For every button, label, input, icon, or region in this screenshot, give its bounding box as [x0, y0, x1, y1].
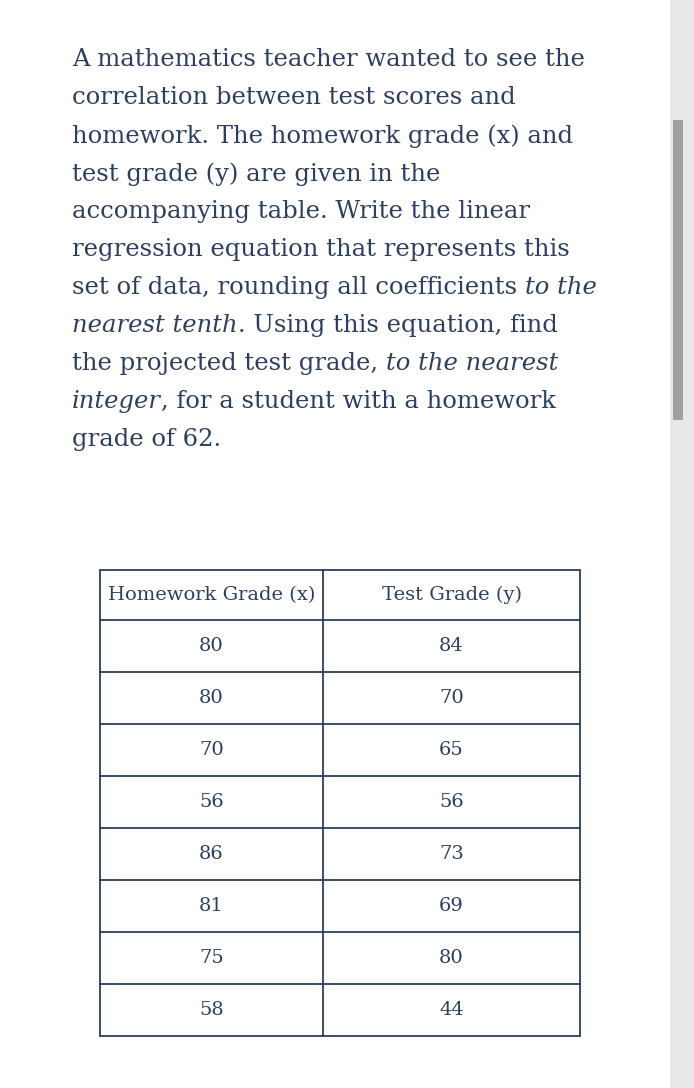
Text: . Using this equation, find: . Using this equation, find [237, 314, 557, 337]
Text: to the: to the [525, 276, 597, 299]
Text: 80: 80 [199, 636, 224, 655]
Text: homework. The homework grade (x) and: homework. The homework grade (x) and [72, 124, 573, 148]
Text: regression equation that represents this: regression equation that represents this [72, 238, 570, 261]
Text: test grade (y) are given in the: test grade (y) are given in the [72, 162, 441, 186]
Text: grade of 62.: grade of 62. [72, 428, 221, 452]
Bar [673, 120, 683, 420]
Text: 81: 81 [199, 897, 224, 915]
Text: 80: 80 [439, 949, 464, 967]
Text: nearest tenth: nearest tenth [72, 314, 237, 337]
Text: A mathematics teacher wanted to see the: A mathematics teacher wanted to see the [72, 48, 585, 71]
Text: , for a student with a homework: , for a student with a homework [161, 390, 556, 413]
Text: 70: 70 [439, 689, 464, 707]
Text: Homework Grade (x): Homework Grade (x) [108, 586, 315, 604]
Text: 65: 65 [439, 741, 464, 759]
Text: 73: 73 [439, 845, 464, 863]
Bar [672, 0, 694, 1088]
Text: set of data, rounding all coefficients: set of data, rounding all coefficients [72, 276, 525, 299]
Text: 70: 70 [199, 741, 224, 759]
Text: 56: 56 [439, 793, 464, 811]
Text: 58: 58 [199, 1001, 224, 1019]
Text: to the nearest: to the nearest [386, 353, 558, 375]
Text: accompanying table. Write the linear: accompanying table. Write the linear [72, 200, 530, 223]
Text: 84: 84 [439, 636, 464, 655]
Text: Test Grade (y): Test Grade (y) [382, 585, 522, 604]
Text: 80: 80 [199, 689, 224, 707]
Text: 69: 69 [439, 897, 464, 915]
Text: the projected test grade,: the projected test grade, [72, 353, 386, 375]
Text: integer: integer [72, 390, 161, 413]
Text: 75: 75 [199, 949, 224, 967]
Bar [100, 570, 580, 1036]
Text: 56: 56 [199, 793, 224, 811]
Text: 44: 44 [439, 1001, 464, 1019]
Text: correlation between test scores and: correlation between test scores and [72, 86, 516, 109]
Text: 86: 86 [199, 845, 224, 863]
